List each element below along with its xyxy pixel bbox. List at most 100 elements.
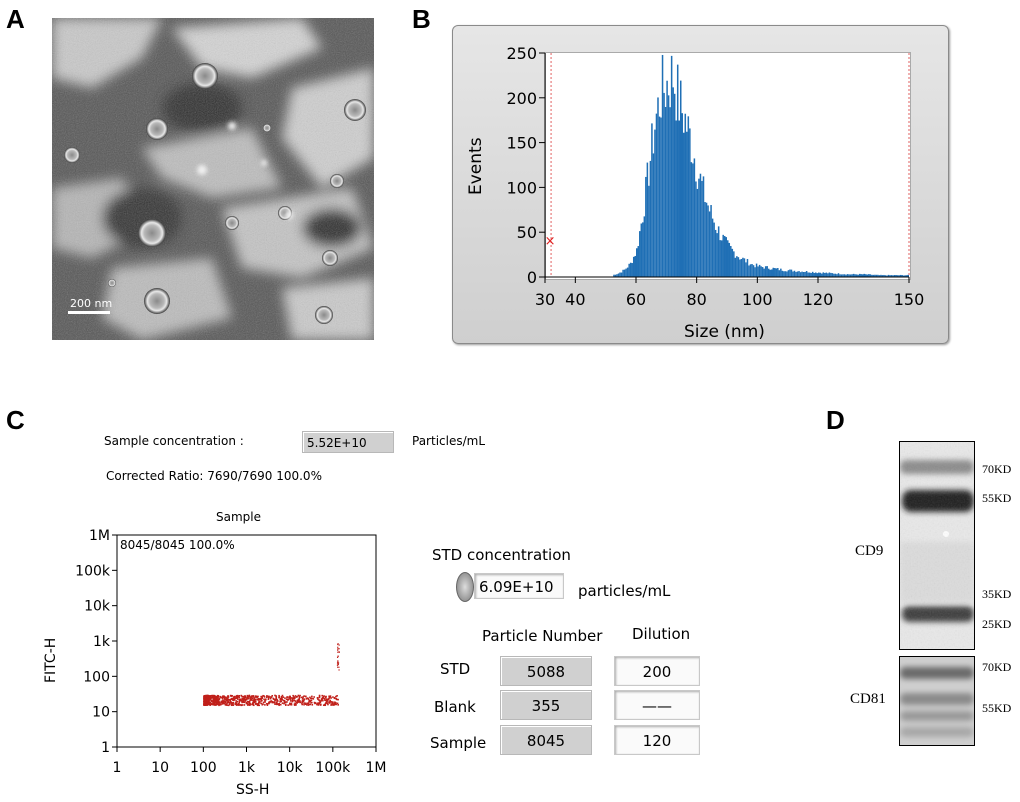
scale-bar: [68, 311, 110, 314]
histogram-bar: [658, 116, 661, 277]
scatter-point: [258, 704, 261, 707]
scatter-point: [246, 694, 249, 697]
scatter-point: [231, 697, 234, 700]
panel-label-b: B: [412, 4, 431, 34]
panel-label-a: A: [6, 4, 25, 34]
scatter-point: [203, 702, 205, 704]
histogram-bar: [739, 259, 741, 277]
histogram-bar: [708, 211, 711, 277]
scatter-ytick: 1M: [89, 528, 110, 544]
scatter-point: [309, 703, 312, 706]
scatter-point: [244, 699, 247, 702]
scatter-point: [271, 701, 274, 704]
histogram-bar: [622, 269, 624, 277]
histogram-xtick: 100: [742, 290, 773, 309]
histogram-bar: [760, 266, 762, 277]
scatter-point: [266, 703, 269, 705]
histogram-bar: [840, 274, 843, 277]
scatter-point: [280, 697, 283, 699]
scatter-ylabel: FITC-H: [43, 637, 59, 683]
row-std-dilution: 200: [614, 656, 700, 686]
scatter-point: [276, 701, 278, 703]
scatter-point: [262, 701, 265, 704]
histogram-bar: [631, 263, 633, 277]
scatter-point: [288, 697, 291, 699]
scatter-point: [298, 698, 300, 701]
histogram-bar: [754, 267, 756, 277]
scatter-point: [242, 700, 244, 702]
scatter-point: [230, 701, 232, 704]
histogram-bar: [742, 257, 744, 277]
stepper-icon[interactable]: [456, 572, 474, 602]
scatter-point: [312, 698, 315, 700]
scatter-ytick: 100k: [75, 563, 111, 579]
scatter-point: [337, 704, 339, 706]
scatter-point: [316, 703, 318, 706]
histogram-bar: [893, 275, 896, 277]
histogram-bar: [904, 275, 906, 277]
scatter-point: [219, 703, 221, 705]
scatter-point: [333, 697, 336, 700]
histogram-ytick: 250: [506, 44, 537, 63]
histogram-ytick: 150: [506, 134, 537, 153]
histogram-bar: [699, 173, 702, 277]
scatter-point: [337, 666, 339, 668]
scatter-point: [332, 696, 334, 698]
histogram-bar: [730, 245, 732, 277]
scatter-point: [283, 700, 286, 703]
histogram-bar: [846, 274, 849, 277]
histogram-bar: [751, 264, 753, 277]
histogram-bar: [731, 248, 734, 277]
scatter-point: [296, 700, 299, 703]
scatter-point: [266, 696, 268, 698]
scatter-point: [238, 701, 241, 704]
scatter-point: [338, 666, 340, 668]
scatter-point: [208, 701, 210, 704]
std-concentration-value: 6.09E+10: [474, 573, 564, 599]
histogram-bar: [696, 188, 699, 277]
scatter-point: [229, 694, 232, 697]
histogram-bar: [733, 251, 735, 277]
scatter-point: [337, 698, 339, 701]
scatter-point: [302, 700, 305, 702]
scatter-point: [203, 700, 205, 703]
scatter-point: [225, 696, 227, 699]
scatter-point: [241, 697, 244, 700]
corrected-ratio: Corrected Ratio: 7690/7690 100.0%: [106, 469, 322, 483]
histogram-xtick: 80: [686, 290, 706, 309]
scatter-point: [206, 700, 209, 703]
histogram-bar: [895, 275, 897, 277]
scatter-point: [236, 695, 239, 698]
scatter-point: [269, 700, 271, 703]
cd81-marker-55: 55KD: [982, 701, 1012, 715]
scatter-point: [250, 696, 252, 699]
histogram-bar: [678, 120, 680, 277]
histogram-bar: [764, 266, 767, 277]
histogram-bar: [687, 116, 690, 278]
scatter-point: [220, 701, 223, 704]
scatter-point: [321, 697, 324, 699]
scatter-point: [311, 703, 314, 706]
scatter-point: [294, 695, 297, 697]
histogram-bar: [842, 274, 844, 277]
scatter-point: [213, 700, 216, 702]
scatter-point: [208, 695, 211, 697]
scatter-xtick: 100: [190, 760, 217, 776]
scatter-point: [216, 698, 218, 701]
histogram-bar: [833, 273, 835, 277]
scatter-point: [247, 700, 250, 703]
scatter-point: [257, 695, 259, 698]
histogram-xtick: 120: [803, 290, 834, 309]
scatter-point: [299, 700, 301, 702]
scatter-point: [260, 695, 262, 698]
scatter-point: [293, 703, 296, 705]
scatter-point: [268, 697, 270, 699]
scatter-point: [320, 703, 322, 706]
scatter-point: [206, 698, 208, 700]
scatter-point: [328, 696, 331, 699]
cd9-blot-image: [900, 442, 974, 649]
scatter-point: [295, 704, 297, 706]
scatter-point: [287, 698, 290, 700]
scatter-point: [292, 694, 294, 697]
histogram-bar: [670, 55, 673, 277]
